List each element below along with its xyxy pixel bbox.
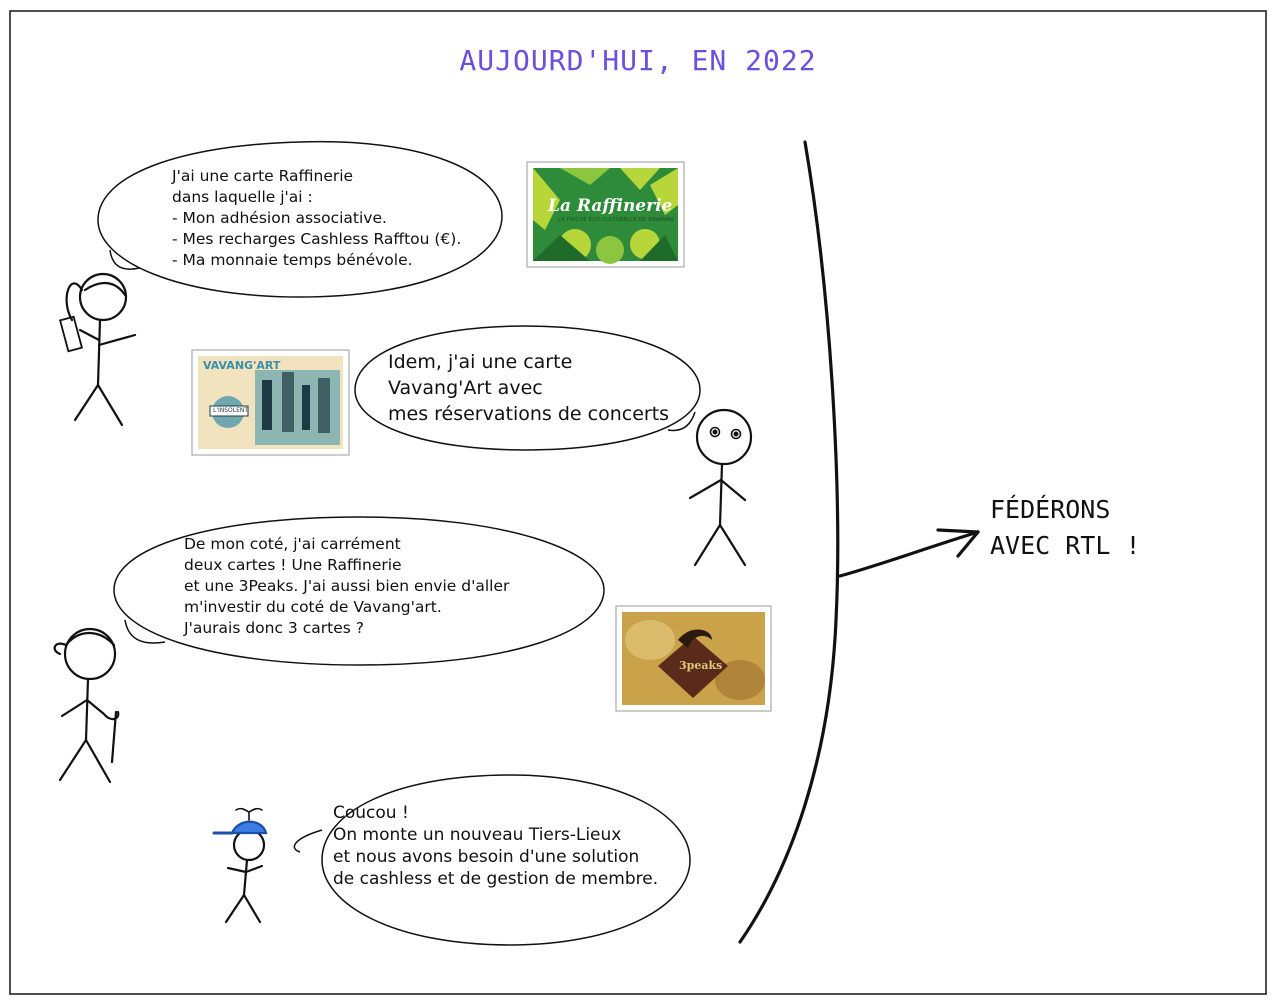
raffinerie-card [526, 161, 685, 268]
speech-4-line: On monte un nouveau Tiers-Lieux [333, 825, 622, 845]
speech-bubble-3-text: De mon coté, j'ai carrément deux cartes … [184, 534, 509, 639]
stick-figure-surprised [688, 408, 753, 567]
threepeaks-card-label: 3peaks [679, 659, 723, 672]
speech-4-line: Coucou ! [333, 803, 409, 823]
page-title: AUJOURD'HUI, EN 2022 [459, 44, 817, 77]
speech-4-line: et nous avons besoin d'une solution [333, 847, 640, 867]
speech-3-line: m'investir du coté de Vavang'art. [184, 598, 442, 616]
speech-bubble-1-text: J'ai une carte Raffinerie dans laquelle … [172, 166, 461, 271]
speech-bubble-1 [97, 140, 503, 298]
divider-curve [738, 140, 840, 944]
raffinerie-card-tagline: LA FRICHE ÉCO-CULTURELLE DE SAVANNA [558, 217, 675, 223]
speech-bubble-2 [354, 325, 701, 451]
arrow-right-icon [838, 528, 980, 578]
speech-2-line: Idem, j'ai une carte [388, 351, 573, 373]
threepeaks-card [615, 605, 772, 712]
speech-1-line: - Mes recharges Cashless Rafftou (€). [172, 230, 462, 248]
speech-1-line: dans laquelle j'ai : [172, 188, 313, 206]
speech-1-line: - Ma monnaie temps bénévole. [172, 251, 413, 269]
conclusion-line: FÉDÉRONS [990, 495, 1111, 524]
speech-3-line: De mon coté, j'ai carrément [184, 535, 401, 553]
stick-figure-phone [58, 272, 137, 427]
stick-figure-propeller-cap [212, 807, 268, 924]
speech-3-line: deux cartes ! Une Raffinerie [184, 556, 402, 574]
speech-3-line: et une 3Peaks. J'ai aussi bien envie d'a… [184, 577, 510, 595]
stick-figure-thinking [53, 627, 120, 784]
frame-border [9, 10, 1267, 995]
conclusion-text: FÉDÉRONS AVEC RTL ! [990, 492, 1141, 564]
conclusion-line: AVEC RTL ! [990, 531, 1141, 560]
speech-bubble-4-text: Coucou ! On monte un nouveau Tiers-Lieux… [333, 802, 658, 890]
vavangart-card-badge: L'INSOLENT [213, 407, 249, 414]
speech-3-line: J'aurais donc 3 cartes ? [184, 619, 364, 637]
speech-4-line: de cashless et de gestion de membre. [333, 869, 659, 889]
raffinerie-card-label: La Raffinerie [548, 196, 673, 216]
vavangart-card-label: VAVANG'ART [203, 359, 281, 372]
speech-2-line: Vavang'Art avec [388, 377, 543, 399]
speech-1-line: J'ai une carte Raffinerie [172, 167, 354, 185]
speech-bubble-2-text: Idem, j'ai une carte Vavang'Art avec mes… [388, 349, 669, 427]
speech-bubble-3 [113, 516, 605, 666]
speech-bubble-4 [293, 774, 691, 946]
speech-2-line: mes réservations de concerts [388, 403, 670, 425]
speech-1-line: - Mon adhésion associative. [172, 209, 387, 227]
vavangart-card [191, 349, 350, 456]
